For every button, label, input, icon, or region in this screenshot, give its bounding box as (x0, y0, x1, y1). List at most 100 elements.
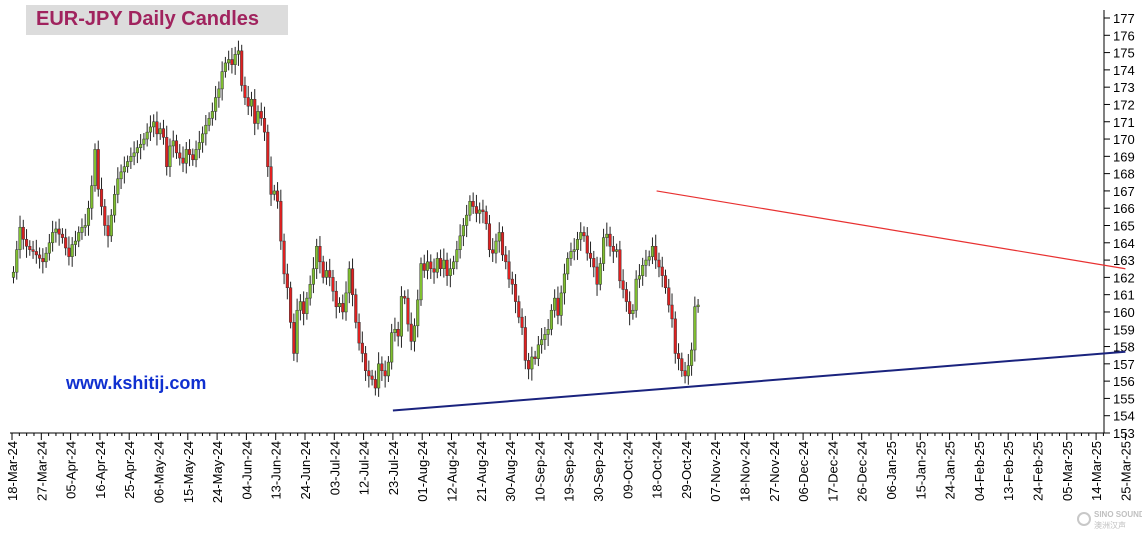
candle-body (572, 249, 576, 252)
candle-body (106, 225, 110, 237)
candle-body (696, 304, 700, 308)
y-tick-label: 160 (1113, 305, 1135, 320)
candle-body (31, 249, 35, 252)
x-tick-label: 27-Mar-24 (34, 441, 49, 501)
candle-body (683, 370, 687, 377)
candle-body (145, 131, 149, 140)
candle-body (24, 239, 29, 247)
candle-body (533, 356, 537, 359)
candle-body (324, 270, 329, 278)
candle-body (57, 228, 61, 235)
candle-body (588, 252, 593, 259)
candle-body (478, 209, 482, 214)
candle-body (393, 329, 397, 333)
x-tick-label: 06-Jan-25 (884, 441, 899, 500)
candle-body (582, 232, 586, 237)
candle-body (465, 214, 469, 226)
candle-body (54, 228, 58, 233)
candle-body (354, 294, 358, 323)
x-tick-label: 25-Apr-24 (122, 441, 137, 499)
y-tick-label: 175 (1113, 46, 1135, 61)
x-tick-label: 14-Mar-25 (1089, 441, 1104, 501)
candle-body (494, 240, 498, 254)
candle-body (452, 261, 456, 269)
candle-body (641, 265, 645, 276)
candle-body (318, 246, 322, 263)
candle-body (214, 97, 218, 112)
candle-body (549, 309, 553, 330)
watermark-line2: 澳洲汉声 (1094, 520, 1126, 530)
y-tick-label: 177 (1113, 11, 1135, 26)
candle-body (246, 97, 250, 107)
y-tick-label: 156 (1113, 374, 1135, 389)
y-tick-label: 169 (1113, 149, 1135, 164)
y-tick-label: 164 (1113, 236, 1135, 251)
candle-body (103, 206, 107, 226)
candle-body (47, 242, 51, 254)
candle-body (344, 292, 348, 313)
candle-body (15, 249, 19, 273)
candle-body (302, 301, 306, 314)
candle-body (256, 111, 260, 124)
candle-body (289, 287, 293, 323)
candle-body (471, 201, 475, 207)
candle-body (38, 254, 42, 259)
candle-body (439, 258, 443, 269)
watermark-line1: SINO SOUND (1094, 510, 1142, 519)
candle-body (161, 128, 166, 138)
x-tick-label: 15-Jan-25 (913, 441, 928, 500)
candle-body (373, 379, 377, 389)
y-tick-label: 163 (1113, 253, 1135, 268)
candle-body (543, 334, 547, 340)
candle-body (308, 284, 312, 299)
candle-body (399, 296, 403, 337)
x-tick-label: 21-Aug-24 (474, 441, 489, 502)
x-tick-label: 27-Nov-24 (767, 441, 782, 502)
candle-body (631, 309, 635, 314)
candle-body (448, 268, 452, 276)
candle-body (481, 209, 485, 212)
candle-body (184, 149, 188, 164)
candle-body (233, 54, 237, 65)
candle-body (298, 301, 302, 311)
candle-body (347, 268, 351, 294)
candle-body (445, 259, 449, 276)
x-tick-label: 18-Oct-24 (650, 441, 665, 499)
candle-body (210, 111, 214, 119)
candle-body (259, 111, 263, 119)
candle-body (249, 99, 254, 107)
candle-body (77, 232, 81, 242)
candle-body (311, 268, 315, 285)
candle-body (608, 233, 612, 247)
candle-body (282, 240, 286, 275)
candle-body (64, 237, 68, 249)
candle-body (628, 301, 632, 314)
candle-body (269, 166, 273, 195)
candle-body (406, 297, 410, 325)
y-tick-label: 157 (1113, 357, 1135, 372)
candle-body (93, 149, 97, 186)
candle-body (207, 118, 211, 126)
candle-body (28, 246, 32, 250)
candle-body (657, 259, 661, 268)
candle-body (396, 329, 400, 337)
candle-body (429, 261, 433, 269)
candle-body (197, 142, 201, 150)
candle-body (383, 370, 387, 377)
candle-body (419, 263, 423, 301)
x-tick-label: 05-Mar-25 (1060, 441, 1075, 501)
y-tick-label: 174 (1113, 63, 1135, 78)
candle-body (122, 166, 126, 173)
candle-body (276, 190, 280, 202)
x-tick-label: 12-Jul-24 (357, 441, 372, 495)
candle-body (168, 145, 172, 167)
candle-body (80, 226, 84, 233)
candle-body (566, 258, 570, 275)
candle-body (99, 188, 104, 207)
candle-body (158, 128, 162, 135)
candle-body (223, 62, 227, 72)
x-tick-label: 29-Oct-24 (679, 441, 694, 499)
x-tick-label: 24-Jun-24 (298, 441, 313, 500)
y-tick-label: 159 (1113, 322, 1135, 337)
x-tick-label: 18-Mar-24 (5, 441, 20, 501)
